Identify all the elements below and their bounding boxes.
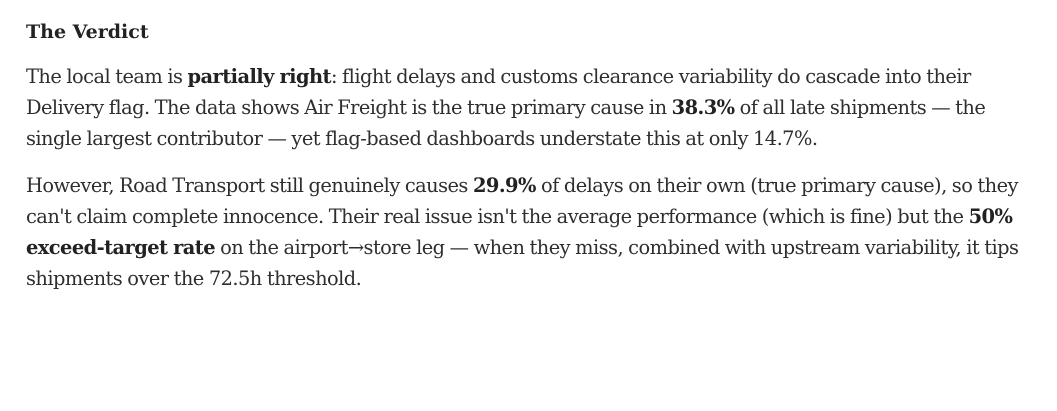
p1-text-1: The local team is <box>26 65 188 88</box>
p1-text-3: of all late shipments — the single large… <box>26 96 986 150</box>
paragraph-partially-right: The local team is partially right: fligh… <box>26 61 1031 154</box>
p1-bold-partially-right: partially right <box>187 65 332 88</box>
verdict-section: The Verdict The local team is partially … <box>26 21 1031 294</box>
p2-text-2: of delays on their own (true primary cau… <box>26 174 1019 228</box>
p2-bold-exceed-target-rate: 50% exceed-target rate <box>26 205 1013 259</box>
p2-bold-road-transport-pct: 29.9% <box>472 174 536 197</box>
paragraph-road-transport: However, Road Transport still genuinely … <box>26 170 1031 294</box>
p1-text-2: : flight delays and customs clearance va… <box>26 65 971 119</box>
p2-text-3: on the airport→store leg — when they mis… <box>26 236 1019 290</box>
p2-text-1: However, Road Transport still genuinely … <box>26 174 473 197</box>
section-title: The Verdict <box>26 21 149 43</box>
p1-bold-air-freight-pct: 38.3% <box>671 96 735 119</box>
